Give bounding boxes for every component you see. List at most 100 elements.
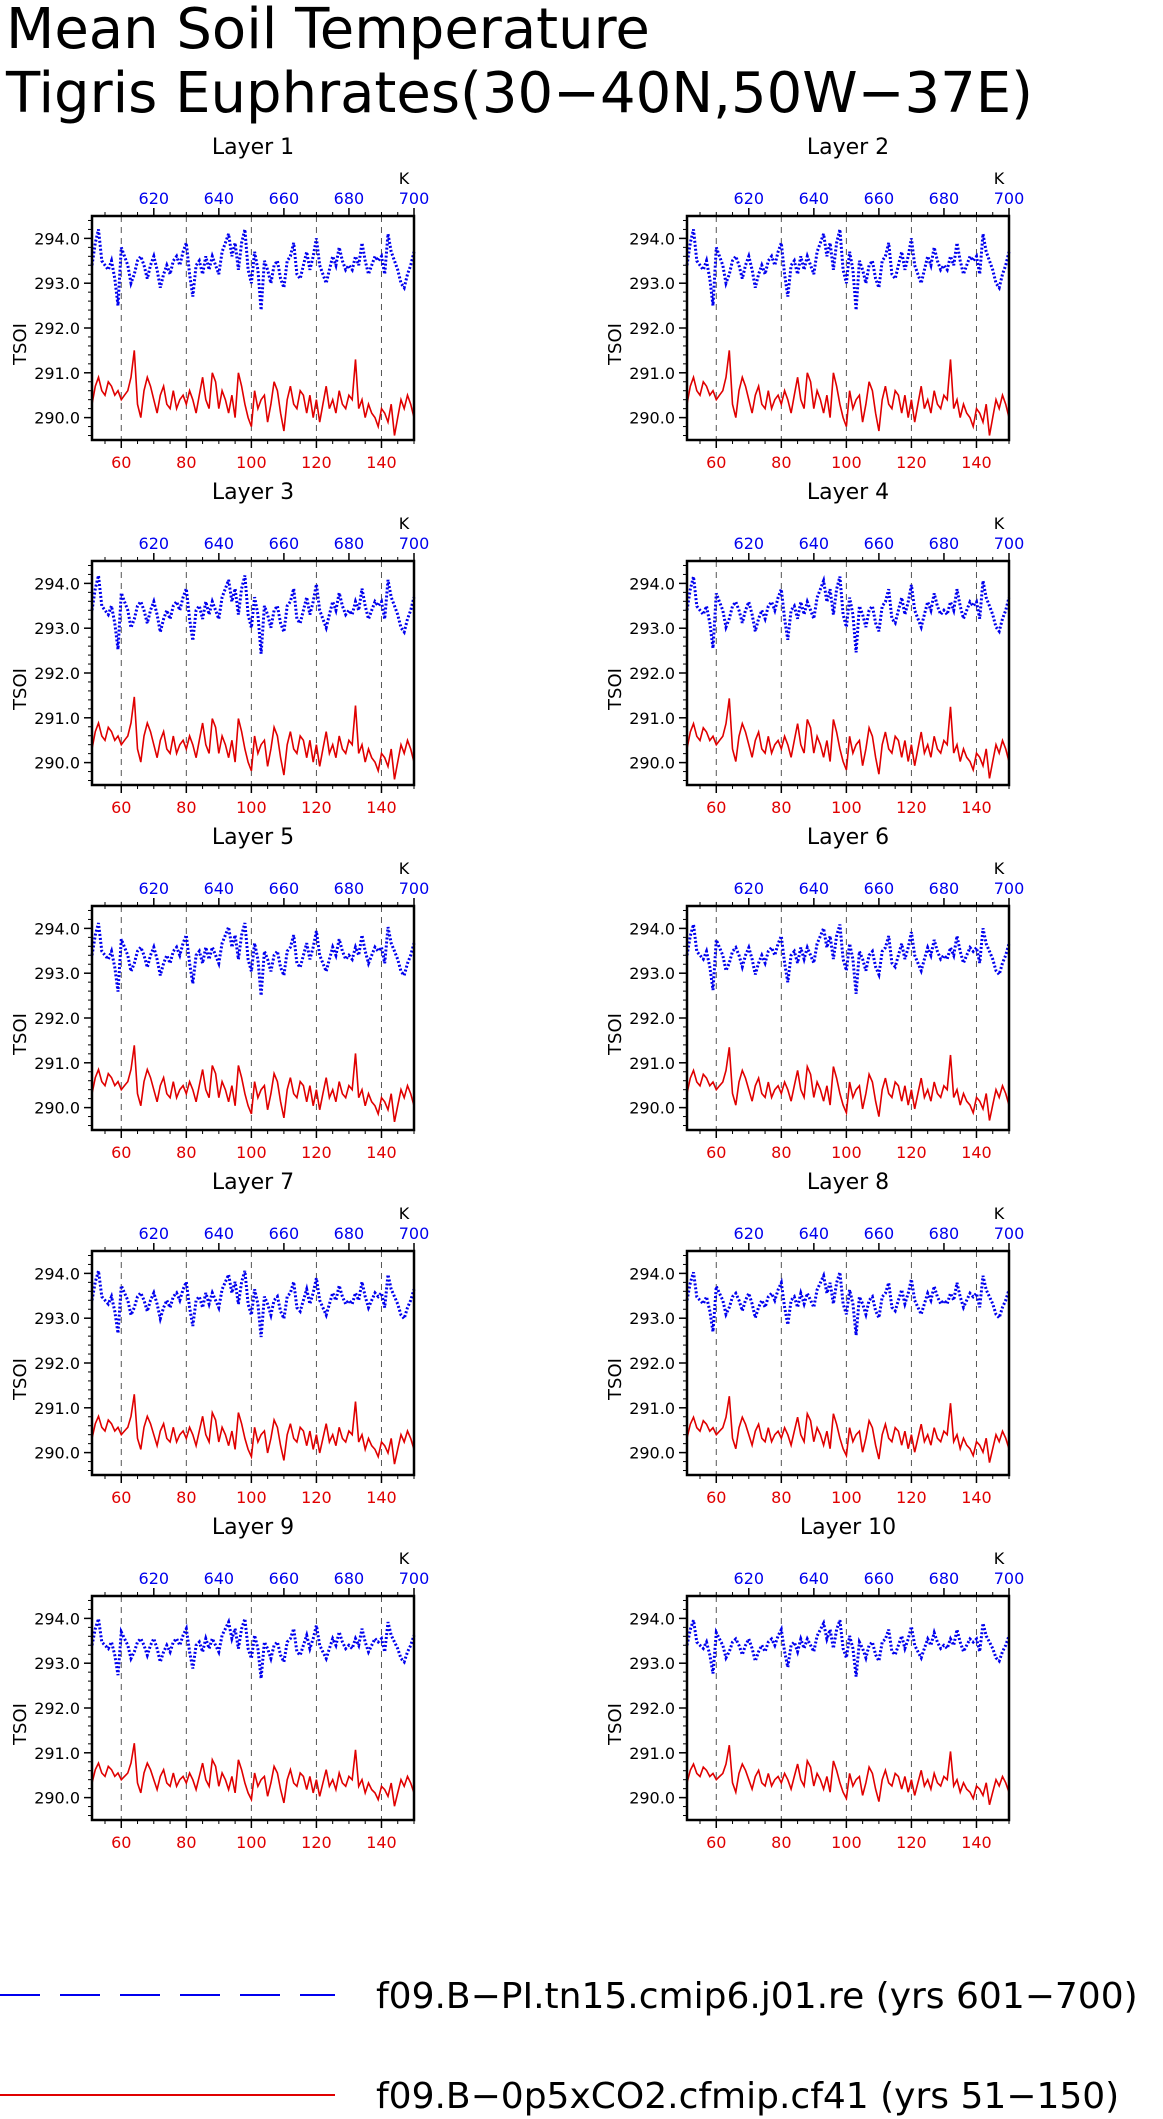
x-top-tick-label: 620 <box>139 879 170 898</box>
series-line-a <box>685 922 1011 994</box>
y-axis-label: TSOI <box>10 1703 31 1746</box>
series-line-a <box>90 229 416 311</box>
legend-label: f09.B−0p5xCO2.cfmip.cf41 (yrs 51−150) <box>376 2076 1119 2117</box>
x-tick-label: 100 <box>831 453 862 472</box>
y-tick-label: 292.0 <box>34 664 80 683</box>
series-line-b <box>91 1045 415 1123</box>
x-top-tick-label: 700 <box>994 1569 1025 1588</box>
y-tick-label: 290.0 <box>34 1099 80 1118</box>
x-top-tick-label: 620 <box>734 534 765 553</box>
x-top-tick-label: 640 <box>204 189 235 208</box>
x-top-tick-label: 640 <box>799 1224 830 1243</box>
y-axis-label: TSOI <box>10 668 31 711</box>
y-tick-label: 293.0 <box>34 274 80 293</box>
y-tick-label: 291.0 <box>34 709 80 728</box>
panel-title: Layer 5 <box>212 825 294 850</box>
x-tick-label: 100 <box>236 798 267 817</box>
x-top-tick-label: 640 <box>204 534 235 553</box>
y-tick-label: 294.0 <box>629 1609 675 1628</box>
x-top-tick-label: 680 <box>334 1569 365 1588</box>
y-tick-label: 292.0 <box>629 1009 675 1028</box>
x-tick-label: 80 <box>771 453 791 472</box>
y-tick-label: 294.0 <box>629 574 675 593</box>
y-tick-label: 290.0 <box>629 1444 675 1463</box>
y-tick-label: 294.0 <box>629 1264 675 1283</box>
panel-title: Layer 2 <box>807 135 889 160</box>
y-tick-label: 292.0 <box>34 1354 80 1373</box>
top-axis-unit: K <box>399 859 410 878</box>
x-top-tick-label: 700 <box>994 534 1025 553</box>
x-tick-label: 80 <box>176 453 196 472</box>
x-top-tick-label: 680 <box>334 534 365 553</box>
x-tick-label: 120 <box>301 1488 332 1507</box>
x-tick-label: 120 <box>896 1833 927 1852</box>
x-tick-label: 80 <box>176 1488 196 1507</box>
series-line-b <box>91 696 415 780</box>
x-top-tick-label: 680 <box>334 189 365 208</box>
x-tick-label: 140 <box>366 798 397 817</box>
legend: f09.B−PI.tn15.cmip6.j01.re (yrs 601−700)… <box>0 1976 1138 2117</box>
y-tick-label: 291.0 <box>629 709 675 728</box>
x-top-tick-label: 640 <box>799 534 830 553</box>
x-top-tick-label: 680 <box>929 534 960 553</box>
y-tick-label: 293.0 <box>34 1309 80 1328</box>
x-top-tick-label: 660 <box>864 534 895 553</box>
y-tick-label: 293.0 <box>629 964 675 983</box>
top-axis-unit: K <box>399 1204 410 1223</box>
x-top-tick-label: 640 <box>799 879 830 898</box>
x-tick-label: 60 <box>111 1488 131 1507</box>
x-top-tick-label: 680 <box>929 879 960 898</box>
top-axis-unit: K <box>399 169 410 188</box>
x-top-tick-label: 620 <box>734 189 765 208</box>
panel-title: Layer 9 <box>212 1515 294 1540</box>
y-tick-label: 292.0 <box>34 1699 80 1718</box>
series-line-a <box>90 1269 416 1338</box>
y-tick-label: 293.0 <box>34 619 80 638</box>
y-tick-label: 293.0 <box>34 964 80 983</box>
series-line-a <box>685 574 1011 653</box>
y-tick-label: 291.0 <box>629 1399 675 1418</box>
y-tick-label: 292.0 <box>629 1354 675 1373</box>
x-tick-label: 120 <box>301 1833 332 1852</box>
chart-title: Mean Soil Temperature <box>6 0 650 62</box>
y-axis-label: TSOI <box>605 1358 626 1401</box>
y-tick-label: 291.0 <box>34 364 80 383</box>
x-tick-label: 100 <box>236 1143 267 1162</box>
y-tick-label: 290.0 <box>34 409 80 428</box>
x-tick-label: 120 <box>896 1488 927 1507</box>
x-tick-label: 140 <box>961 1488 992 1507</box>
x-top-tick-label: 700 <box>399 1224 430 1243</box>
x-tick-label: 100 <box>236 1488 267 1507</box>
series-line-a <box>90 575 416 654</box>
x-top-tick-label: 660 <box>269 879 300 898</box>
series-line-b <box>686 1047 1010 1121</box>
x-top-tick-label: 700 <box>399 534 430 553</box>
x-tick-label: 140 <box>366 453 397 472</box>
y-axis-label: TSOI <box>605 1703 626 1746</box>
x-top-tick-label: 660 <box>269 1569 300 1588</box>
series-line-b <box>91 1394 415 1465</box>
y-tick-label: 292.0 <box>629 1699 675 1718</box>
y-tick-label: 291.0 <box>629 364 675 383</box>
y-tick-label: 290.0 <box>34 754 80 773</box>
x-tick-label: 60 <box>111 1833 131 1852</box>
x-tick-label: 120 <box>896 453 927 472</box>
x-top-tick-label: 700 <box>994 1224 1025 1243</box>
top-axis-unit: K <box>399 1549 410 1568</box>
y-tick-label: 293.0 <box>34 1654 80 1673</box>
top-axis-unit: K <box>994 859 1005 878</box>
x-top-tick-label: 660 <box>269 189 300 208</box>
top-axis-unit: K <box>399 514 410 533</box>
x-tick-label: 100 <box>831 1143 862 1162</box>
y-axis-label: TSOI <box>10 1358 31 1401</box>
y-tick-label: 293.0 <box>629 274 675 293</box>
